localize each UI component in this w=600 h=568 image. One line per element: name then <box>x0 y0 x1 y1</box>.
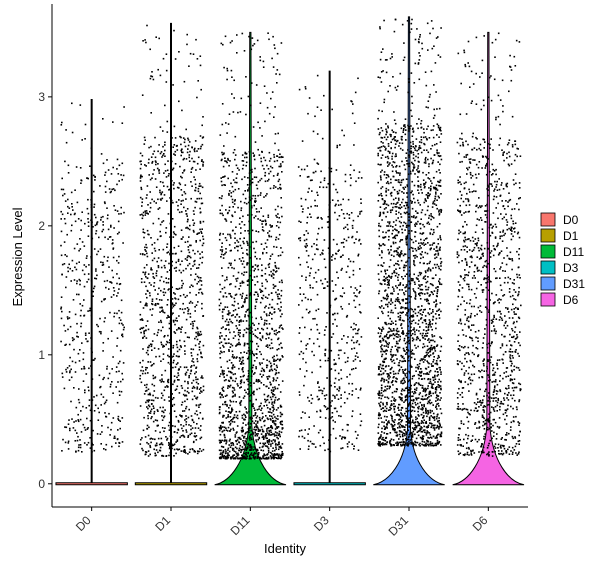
legend-label-d1: D1 <box>563 229 579 243</box>
legend-label-d3: D3 <box>563 261 579 275</box>
violin-group-d31 <box>373 16 445 486</box>
violin-d0 <box>55 98 128 486</box>
violin-d1 <box>134 22 208 486</box>
violin-group-d6 <box>452 31 525 486</box>
legend-label-d0: D0 <box>563 213 579 227</box>
violin-group-d0 <box>55 98 128 486</box>
x-axis-title: Identity <box>264 541 306 556</box>
points-d6 <box>456 32 522 457</box>
violin-d31 <box>373 16 445 486</box>
y-axis-title: Expression Level <box>10 207 25 306</box>
legend: D0 D1 D11 D3 D31 D6 <box>540 212 585 307</box>
y-tick-label: 2 <box>38 219 45 233</box>
x-tick-label: D3 <box>311 513 332 534</box>
legend-key-d6 <box>540 292 556 307</box>
legend-label-d6: D6 <box>563 293 579 307</box>
points-d31 <box>377 18 443 447</box>
y-tick-label: 3 <box>38 90 45 104</box>
x-tick-label: D11 <box>228 513 253 538</box>
x-tick-label: D31 <box>386 513 412 539</box>
legend-label-d31: D31 <box>563 277 585 291</box>
legend-key-d0 <box>540 212 556 227</box>
x-ticks: D0 D1 D11 D3 D31 D6 <box>73 507 491 539</box>
legend-key-d11 <box>540 244 556 259</box>
points-d1 <box>139 24 205 457</box>
plot-area <box>55 16 525 486</box>
legend-key-d31 <box>540 276 556 291</box>
y-tick-label: 1 <box>38 348 45 362</box>
points-d0 <box>60 102 125 453</box>
violin-group-d1 <box>134 22 208 486</box>
legend-key-d3 <box>540 260 556 275</box>
points-d3 <box>297 74 363 453</box>
violin-group-d11 <box>214 31 287 486</box>
legend-key-d1 <box>540 228 556 243</box>
violin-group-d3 <box>293 70 366 486</box>
y-tick-label: 0 <box>38 477 45 491</box>
x-tick-label: D0 <box>73 513 94 534</box>
legend-label-d11: D11 <box>563 245 584 259</box>
violin-d6 <box>452 31 525 486</box>
violin-d3 <box>293 70 366 486</box>
x-tick-label: D6 <box>470 513 491 534</box>
x-tick-label: D1 <box>152 513 173 534</box>
y-ticks: 0 1 2 3 <box>38 90 52 491</box>
points-d11 <box>218 32 284 460</box>
